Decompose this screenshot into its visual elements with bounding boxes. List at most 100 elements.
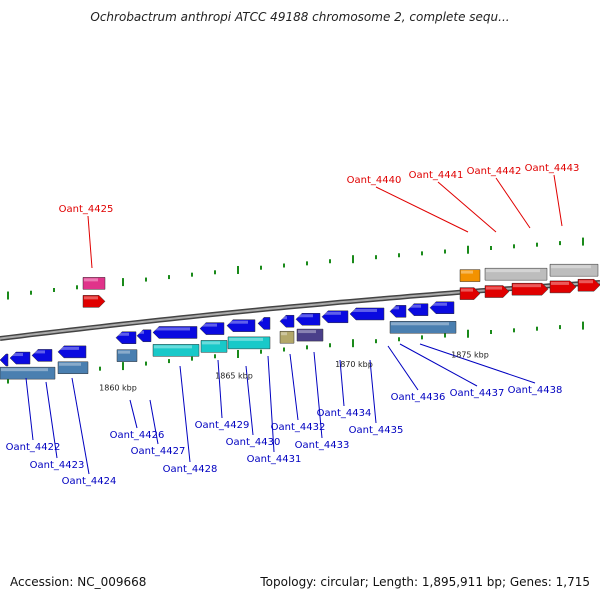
scale-label: 1860 kbp [99, 384, 137, 393]
gene-label-top: Oant_4425 [59, 204, 114, 215]
label-leaders [25, 174, 563, 475]
gene-label-bottom: Oant_4428 [163, 464, 218, 475]
gene-reverse-blue-shine [201, 323, 217, 327]
label-leader [149, 399, 159, 445]
gene-cyan-shine [202, 341, 220, 345]
gene-forward-red [577, 278, 600, 292]
gene-reverse-blue [115, 331, 137, 345]
gene-reverse-blue [429, 301, 455, 315]
label-leader [129, 399, 138, 429]
gene-magenta-shine [84, 278, 98, 282]
accession-text: Accession: NC_009668 [10, 575, 147, 589]
map-title: Ochrobactrum anthropi ATCC 49188 chromos… [90, 10, 510, 24]
gene-reverse-blue [152, 326, 198, 339]
gene-reverse-blue [199, 322, 225, 335]
gene-slate-shine [298, 330, 316, 334]
gene-steelblue-shine [1, 368, 48, 372]
gene-cyan-shine [229, 337, 263, 341]
gene-forward-red-shine [513, 284, 541, 288]
label-leader [71, 377, 90, 475]
gene-reverse-blue-shine [154, 327, 190, 331]
gene-reverse-blue-shine [11, 353, 23, 357]
gene-label-bottom: Oant_4422 [6, 442, 61, 453]
topology-summary: Topology: circular; Length: 1,895,911 bp… [260, 575, 590, 589]
label-leader [45, 381, 58, 459]
gene-reverse-blue [407, 303, 429, 316]
label-leader [399, 343, 478, 387]
scale-label: 1875 kbp [451, 351, 489, 360]
scale-labels: 1860 kbp 1865 kbp 1870 kbp 1875 kbp [99, 351, 489, 393]
gene-cyan [227, 336, 271, 350]
gene-olive-shine [281, 332, 287, 336]
gene-reverse-blue-shine [228, 320, 248, 324]
label-leader [437, 181, 497, 233]
gene-label-bottom: Oant_4427 [131, 446, 186, 457]
gene-label-bottom: Oant_4434 [317, 408, 372, 419]
gene-orange-shine [461, 270, 473, 274]
label-leader [375, 186, 469, 233]
scale-label: 1870 kbp [335, 360, 373, 369]
gene-reverse-blue [389, 305, 407, 318]
gene-steelblue-shine [59, 362, 81, 366]
footer: Accession: NC_009668 Topology: circular;… [10, 575, 590, 591]
gene-forward-red [511, 282, 549, 296]
gene-reverse-blue [295, 313, 321, 326]
gene-reverse-blue-shine [117, 332, 129, 336]
gene-reverse-blue-shine [431, 302, 447, 306]
gene-reverse-blue-shine [391, 306, 399, 310]
gene-reverse-blue [279, 314, 295, 328]
gene-orange [459, 269, 481, 282]
gene-slate [296, 328, 324, 342]
gene-reverse-blue-shine [351, 308, 377, 312]
gene-reverse-blue [257, 317, 271, 330]
gene-label-bottom: Oant_4429 [195, 420, 250, 431]
gene-label-bottom: Oant_4431 [247, 454, 302, 465]
gene-grey [549, 263, 599, 277]
gene-reverse-blue [0, 353, 9, 367]
gene-label-top: Oant_4440 [347, 175, 402, 186]
gene-grey-shine [486, 269, 540, 273]
label-leader [419, 343, 536, 384]
gene-cyan-shine [154, 345, 192, 349]
label-leader [495, 177, 531, 229]
gene-reverse-blue-shine [281, 316, 287, 320]
gene-forward-red-shine [551, 281, 569, 285]
label-leader [289, 353, 299, 421]
gene-forward-red-shine [579, 280, 593, 284]
gene-steelblue-shine [118, 350, 130, 354]
scale-label: 1865 kbp [215, 371, 253, 380]
gene-reverse-blue-shine [409, 304, 421, 308]
label-leader [217, 359, 223, 419]
gene-olive [279, 330, 295, 344]
gene-reverse-blue [31, 349, 53, 362]
label-leader [339, 359, 345, 407]
gene-reverse-blue-shine [1, 355, 2, 359]
label-leader [387, 345, 419, 391]
gene-steelblue [57, 361, 89, 375]
gene-reverse-blue [9, 351, 31, 365]
gene-forward-red [82, 295, 106, 308]
gene-label-bottom: Oant_4423 [30, 460, 85, 471]
gene-reverse-blue [321, 310, 349, 324]
gene-steelblue [0, 366, 56, 380]
gene-steelblue [389, 321, 457, 334]
tick-marks [7, 237, 584, 384]
label-leader [313, 351, 323, 439]
gene-grey-shine [551, 265, 591, 269]
gene-features [0, 263, 600, 380]
gene-magenta [82, 277, 106, 290]
gene-label-bottom: Oant_4426 [110, 430, 165, 441]
gene-grey [484, 267, 548, 281]
gene-label-bottom: Oant_4424 [62, 476, 117, 487]
gene-steelblue [116, 349, 138, 362]
gene-steelblue-shine [391, 322, 449, 326]
gene-reverse-blue [349, 307, 385, 321]
label-leader [179, 365, 191, 463]
gene-reverse-blue-shine [33, 350, 45, 354]
gene-label-bottom: Oant_4432 [271, 422, 326, 433]
gene-forward-red-shine [84, 296, 98, 300]
gene-forward-red [549, 280, 577, 294]
gene-cyan [152, 344, 200, 357]
